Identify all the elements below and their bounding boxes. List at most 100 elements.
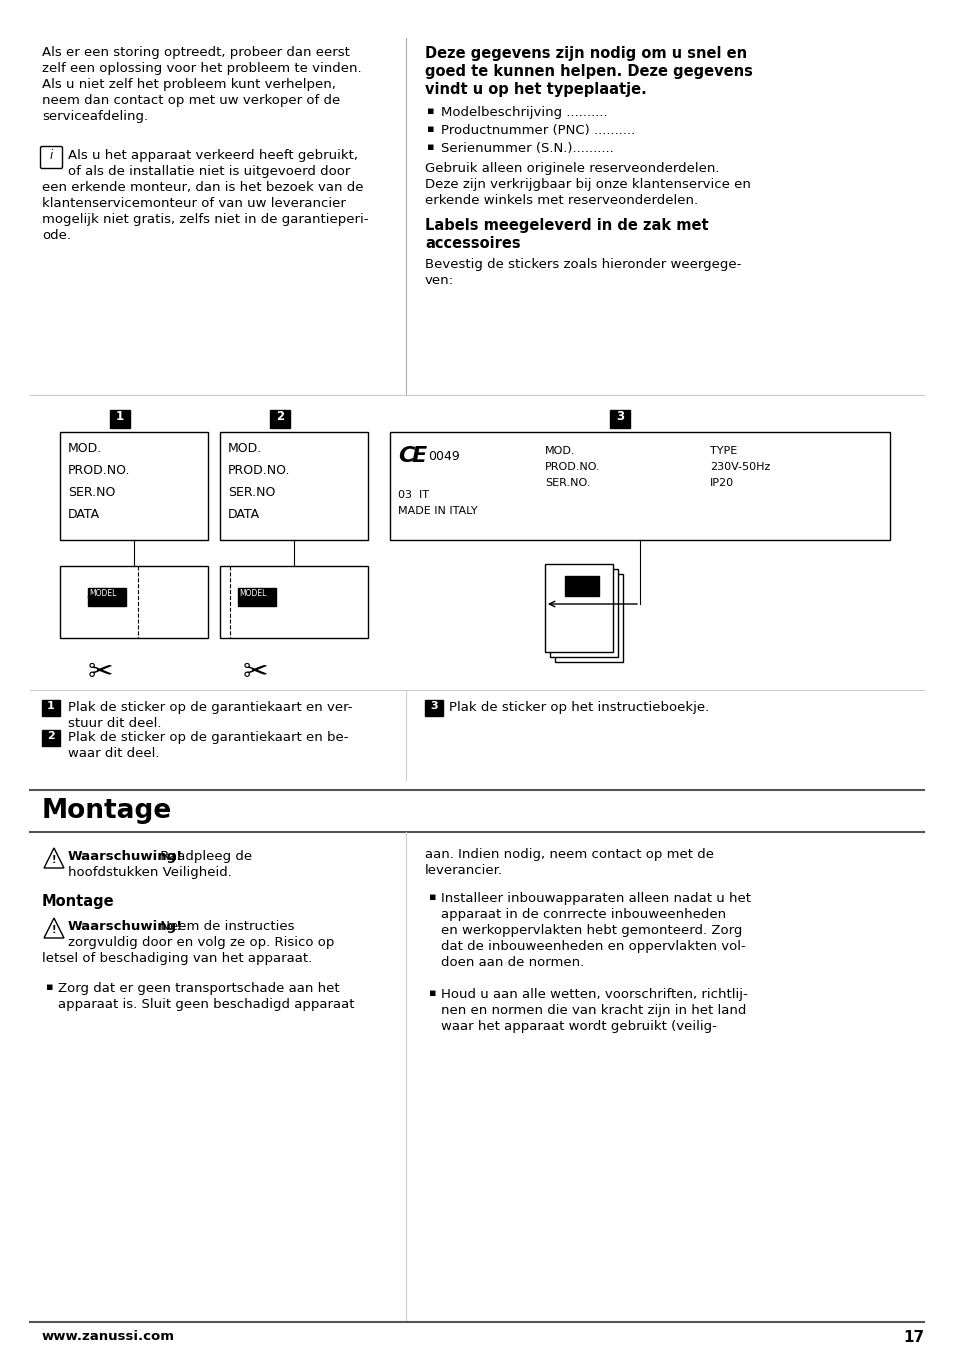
Text: leverancier.: leverancier.: [424, 864, 502, 877]
Bar: [544, 564, 613, 652]
Text: Raadpleeg de: Raadpleeg de: [156, 850, 252, 863]
Text: Montage: Montage: [42, 894, 114, 909]
Text: Modelbeschrijving ..........: Modelbeschrijving ..........: [440, 105, 607, 119]
Text: zorgvuldig door en volg ze op. Risico op: zorgvuldig door en volg ze op. Risico op: [68, 936, 334, 949]
Text: Plak de sticker op het instructieboekje.: Plak de sticker op het instructieboekje.: [449, 700, 708, 714]
Text: neem dan contact op met uw verkoper of de: neem dan contact op met uw verkoper of d…: [42, 95, 340, 107]
Text: aan. Indien nodig, neem contact op met de: aan. Indien nodig, neem contact op met d…: [424, 848, 713, 861]
Bar: [60, 566, 208, 638]
Text: DATA: DATA: [68, 508, 100, 521]
Text: Installeer inbouwapparaten alleen nadat u het: Installeer inbouwapparaten alleen nadat …: [440, 892, 750, 904]
Text: MODEL: MODEL: [239, 589, 266, 598]
Text: mogelijk niet gratis, zelfs niet in de garantieperi-: mogelijk niet gratis, zelfs niet in de g…: [42, 214, 368, 226]
Text: DATA: DATA: [228, 508, 260, 521]
Text: !: !: [51, 925, 56, 936]
Text: apparaat in de conrrecte inbouweenheden: apparaat in de conrrecte inbouweenheden: [440, 909, 725, 921]
Text: ven:: ven:: [424, 274, 454, 287]
Polygon shape: [44, 918, 64, 938]
Text: ode.: ode.: [42, 228, 71, 242]
Bar: [220, 566, 368, 638]
Text: Zorg dat er geen transportschade aan het: Zorg dat er geen transportschade aan het: [58, 982, 339, 995]
Text: 03  IT: 03 IT: [397, 489, 429, 500]
Text: Als u het apparaat verkeerd heeft gebruikt,: Als u het apparaat verkeerd heeft gebrui…: [68, 149, 357, 162]
Text: serviceafdeling.: serviceafdeling.: [42, 110, 148, 123]
Text: doen aan de normen.: doen aan de normen.: [440, 956, 583, 969]
Bar: [564, 576, 598, 596]
Text: Bevestig de stickers zoals hieronder weergege-: Bevestig de stickers zoals hieronder wee…: [424, 258, 740, 270]
Text: ▪: ▪: [46, 982, 53, 992]
Text: 3: 3: [616, 410, 623, 423]
Text: ▪: ▪: [427, 124, 434, 134]
Text: Waarschuwing!: Waarschuwing!: [68, 850, 183, 863]
Text: E: E: [412, 446, 427, 466]
Text: Deze zijn verkrijgbaar bij onze klantenservice en: Deze zijn verkrijgbaar bij onze klantens…: [424, 178, 750, 191]
Text: PROD.NO.: PROD.NO.: [228, 464, 291, 477]
Text: SER.NO: SER.NO: [228, 485, 275, 499]
Text: MADE IN ITALY: MADE IN ITALY: [397, 506, 477, 516]
Text: ▪: ▪: [429, 988, 436, 998]
Bar: [220, 433, 368, 539]
Text: ▪: ▪: [429, 892, 436, 902]
Text: Productnummer (PNC) ..........: Productnummer (PNC) ..........: [440, 124, 635, 137]
Text: 2: 2: [47, 731, 55, 741]
Text: 17: 17: [902, 1330, 923, 1345]
Text: ▪: ▪: [427, 142, 434, 151]
Text: waar dit deel.: waar dit deel.: [68, 748, 159, 760]
Text: 3: 3: [430, 700, 437, 711]
Text: IP20: IP20: [709, 479, 734, 488]
Bar: [42, 700, 60, 717]
Text: MOD.: MOD.: [228, 442, 262, 456]
Text: TYPE: TYPE: [709, 446, 737, 456]
Text: Houd u aan alle wetten, voorschriften, richtlij-: Houd u aan alle wetten, voorschriften, r…: [440, 988, 747, 1000]
Text: accessoires: accessoires: [424, 237, 520, 251]
Text: erkende winkels met reserveonderdelen.: erkende winkels met reserveonderdelen.: [424, 193, 698, 207]
Text: ✂: ✂: [242, 658, 268, 687]
Bar: [110, 410, 130, 429]
Text: ▪: ▪: [427, 105, 434, 116]
Text: Plak de sticker op de garantiekaart en be-: Plak de sticker op de garantiekaart en b…: [68, 731, 348, 744]
Text: 1: 1: [47, 700, 55, 711]
Text: Deze gegevens zijn nodig om u snel en: Deze gegevens zijn nodig om u snel en: [424, 46, 746, 61]
Text: Serienummer (S.N.)..........: Serienummer (S.N.)..........: [440, 142, 613, 155]
Text: apparaat is. Sluit geen beschadigd apparaat: apparaat is. Sluit geen beschadigd appar…: [58, 998, 355, 1011]
Bar: [42, 730, 60, 746]
Text: Gebruik alleen originele reserveonderdelen.: Gebruik alleen originele reserveonderdel…: [424, 162, 719, 174]
Text: PROD.NO.: PROD.NO.: [68, 464, 131, 477]
Text: C: C: [397, 446, 414, 466]
Text: nen en normen die van kracht zijn in het land: nen en normen die van kracht zijn in het…: [440, 1005, 745, 1017]
Text: 230V-50Hz: 230V-50Hz: [709, 462, 770, 472]
Text: vindt u op het typeplaatje.: vindt u op het typeplaatje.: [424, 82, 646, 97]
Text: waar het apparaat wordt gebruikt (veilig-: waar het apparaat wordt gebruikt (veilig…: [440, 1019, 716, 1033]
Text: of als de installatie niet is uitgevoerd door: of als de installatie niet is uitgevoerd…: [68, 165, 350, 178]
Text: dat de inbouweenheden en oppervlakten vol-: dat de inbouweenheden en oppervlakten vo…: [440, 940, 745, 953]
Text: Plak de sticker op de garantiekaart en ver-: Plak de sticker op de garantiekaart en v…: [68, 700, 352, 714]
Bar: [555, 575, 622, 662]
Bar: [270, 410, 290, 429]
Text: zelf een oplossing voor het probleem te vinden.: zelf een oplossing voor het probleem te …: [42, 62, 361, 74]
Bar: [609, 410, 629, 429]
Text: MOD.: MOD.: [544, 446, 575, 456]
Text: !: !: [51, 854, 56, 865]
Text: SER.NO: SER.NO: [68, 485, 115, 499]
Text: Als er een storing optreedt, probeer dan eerst: Als er een storing optreedt, probeer dan…: [42, 46, 350, 59]
Text: SER.NO.: SER.NO.: [544, 479, 590, 488]
Text: een erkende monteur, dan is het bezoek van de: een erkende monteur, dan is het bezoek v…: [42, 181, 363, 193]
Polygon shape: [44, 848, 64, 868]
Bar: [237, 588, 275, 606]
Text: hoofdstukken Veiligheid.: hoofdstukken Veiligheid.: [68, 867, 232, 879]
Text: Labels meegeleverd in de zak met: Labels meegeleverd in de zak met: [424, 218, 708, 233]
Text: MODEL: MODEL: [89, 589, 116, 598]
Text: Neem de instructies: Neem de instructies: [156, 919, 294, 933]
Text: Waarschuwing!: Waarschuwing!: [68, 919, 183, 933]
Text: 2: 2: [275, 410, 284, 423]
Text: PROD.NO.: PROD.NO.: [544, 462, 600, 472]
Text: 1: 1: [116, 410, 124, 423]
Text: stuur dit deel.: stuur dit deel.: [68, 717, 161, 730]
Bar: [424, 700, 442, 717]
Bar: [550, 569, 618, 657]
Text: MOD.: MOD.: [68, 442, 102, 456]
Bar: [390, 433, 889, 539]
FancyBboxPatch shape: [40, 146, 63, 169]
Text: i: i: [50, 149, 53, 162]
Text: ✂: ✂: [87, 658, 112, 687]
